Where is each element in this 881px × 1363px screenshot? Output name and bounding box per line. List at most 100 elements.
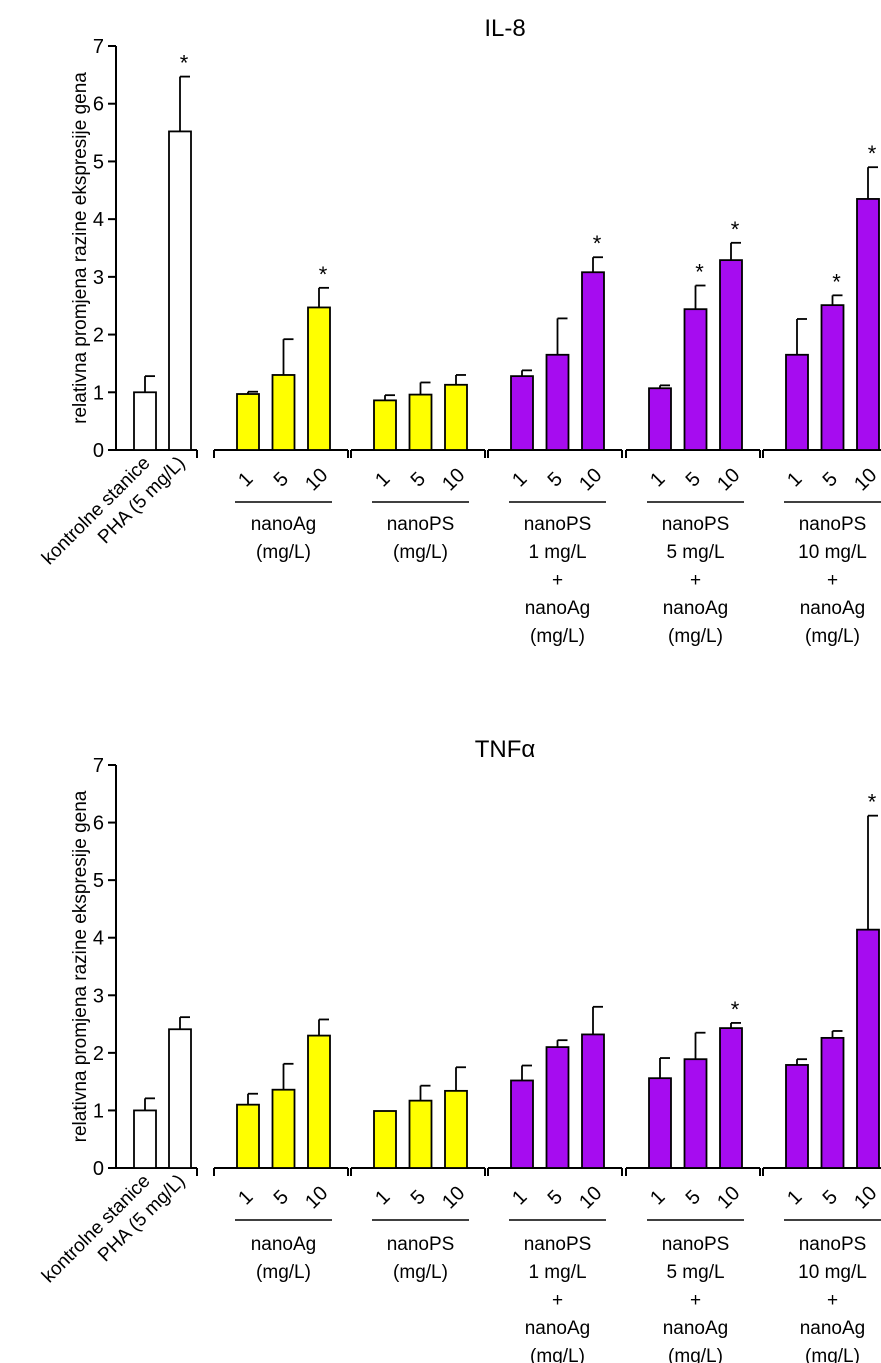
group-label: (mg/L) xyxy=(805,626,860,647)
dose-label: 1 xyxy=(508,1186,531,1209)
dose-label: 5 xyxy=(819,1186,842,1209)
dose-label: 1 xyxy=(783,468,806,491)
group-bar xyxy=(373,1110,397,1169)
significance-mark: * xyxy=(868,790,877,815)
dose-label: 1 xyxy=(234,1186,257,1209)
group-bar xyxy=(271,374,296,451)
group-bar xyxy=(510,375,534,451)
y-tick-label: 5 xyxy=(93,151,104,173)
group-bar xyxy=(785,1064,809,1169)
group-bar xyxy=(820,1036,845,1169)
dose-label: 5 xyxy=(819,468,842,491)
group-bar xyxy=(545,1046,570,1169)
significance-mark: * xyxy=(695,260,704,285)
dose-label: 1 xyxy=(508,468,531,491)
group-bar xyxy=(683,1058,708,1169)
group-label: 1 mg/L xyxy=(528,542,586,563)
group-bar xyxy=(545,353,570,451)
y-tick-label: 4 xyxy=(93,928,104,950)
group-label: + xyxy=(690,570,701,591)
significance-mark: * xyxy=(319,262,328,287)
group-label: 5 mg/L xyxy=(666,542,724,563)
group-label: 10 mg/L xyxy=(798,1262,867,1283)
dose-label: 1 xyxy=(783,1186,806,1209)
control-bar xyxy=(133,391,157,451)
chart-title: TNFα xyxy=(475,736,536,763)
dose-label: 10 xyxy=(850,1182,881,1213)
group-label: nanoAg xyxy=(251,514,317,535)
dose-label: 1 xyxy=(646,1186,669,1209)
group-label: nanoAg xyxy=(525,598,591,619)
group-label: nanoPS xyxy=(662,1234,730,1255)
dose-label: 1 xyxy=(371,1186,394,1209)
y-tick-label: 3 xyxy=(93,267,104,289)
group-label: nanoPS xyxy=(524,1234,592,1255)
group-bar xyxy=(785,353,809,451)
y-tick-label: 1 xyxy=(93,1100,104,1122)
significance-mark: * xyxy=(180,51,189,76)
group-bar xyxy=(648,1077,672,1169)
group-label: (mg/L) xyxy=(668,626,723,647)
group-bar xyxy=(236,1103,260,1169)
chart-panel-0: IL-8 relativna promjena razine ekspresije… xyxy=(38,15,881,647)
control-bar xyxy=(133,1109,157,1169)
significance-mark: * xyxy=(593,231,602,256)
y-tick-label: 2 xyxy=(93,1043,104,1065)
group-label: + xyxy=(827,1290,838,1311)
group-label: (mg/L) xyxy=(256,1262,311,1283)
group-bar xyxy=(408,393,433,451)
group-label: + xyxy=(552,1290,563,1311)
group-label: nanoAg xyxy=(800,598,866,619)
chart-title: IL-8 xyxy=(484,15,525,42)
significance-mark: * xyxy=(832,269,841,294)
dose-label: 5 xyxy=(682,1186,705,1209)
group-bar xyxy=(373,399,397,451)
group-label: (mg/L) xyxy=(668,1346,723,1363)
group-label: nanoPS xyxy=(799,1234,867,1255)
y-axis-label: relativna promjena razine ekspresije gen… xyxy=(70,790,91,1142)
group-label: + xyxy=(827,570,838,591)
group-label: (mg/L) xyxy=(530,626,585,647)
dose-label: 5 xyxy=(270,468,293,491)
control-bar xyxy=(168,1028,192,1169)
group-bar xyxy=(581,1033,605,1169)
dose-label: 10 xyxy=(301,1182,332,1213)
dose-label: 10 xyxy=(575,464,606,495)
group-label: nanoAg xyxy=(663,598,729,619)
dose-label: 5 xyxy=(544,1186,567,1209)
y-axis-label: relativna promjena razine ekspresije gen… xyxy=(70,72,91,424)
group-bar xyxy=(648,387,672,451)
control-bar xyxy=(168,130,192,451)
group-bar xyxy=(820,304,845,451)
group-bar xyxy=(307,306,331,451)
dose-label: 10 xyxy=(850,464,881,495)
group-label: + xyxy=(690,1290,701,1311)
significance-mark: * xyxy=(868,141,877,166)
group-label: nanoPS xyxy=(662,514,730,535)
group-bar xyxy=(856,928,880,1169)
group-label: nanoPS xyxy=(387,1234,455,1255)
y-tick-label: 6 xyxy=(93,94,104,116)
group-bar xyxy=(719,259,743,451)
group-bar xyxy=(271,1088,296,1169)
group-bar xyxy=(408,1099,433,1169)
y-tick-label: 0 xyxy=(93,1158,104,1180)
dose-label: 10 xyxy=(575,1182,606,1213)
group-label: 10 mg/L xyxy=(798,542,867,563)
significance-mark: * xyxy=(731,217,740,242)
group-label: (mg/L) xyxy=(256,542,311,563)
y-tick-label: 6 xyxy=(93,813,104,835)
group-label: + xyxy=(552,570,563,591)
significance-mark: * xyxy=(731,997,740,1022)
dose-label: 5 xyxy=(270,1186,293,1209)
dose-label: 10 xyxy=(438,1182,469,1213)
group-bar xyxy=(719,1027,743,1169)
group-label: nanoAg xyxy=(525,1318,591,1339)
dose-label: 5 xyxy=(682,468,705,491)
dose-label: 10 xyxy=(438,464,469,495)
group-bar xyxy=(444,383,468,451)
group-label: nanoAg xyxy=(663,1318,729,1339)
group-label: (mg/L) xyxy=(393,1262,448,1283)
dose-label: 10 xyxy=(713,464,744,495)
